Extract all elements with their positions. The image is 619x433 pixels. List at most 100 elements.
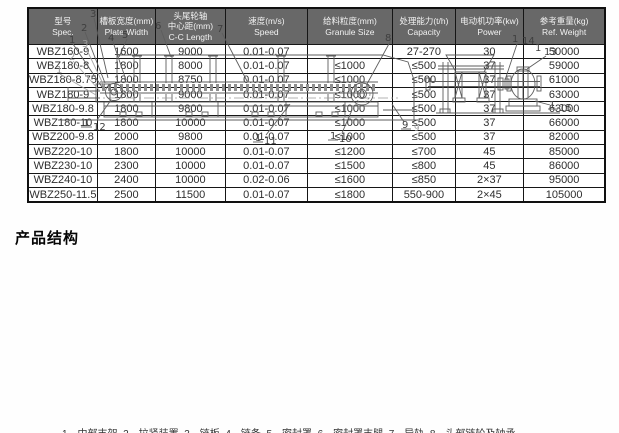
- table-row: WBZ220-10 1800 10000 0.01-0.07 ≤1200 ≤700 45 85…: [27, 144, 606, 160]
- callout-9: 9: [402, 120, 408, 131]
- table-header-row: 型号 Spec. 槽板宽度(mm) Plate Width 头尾轮轴 中心距(mm) C-C…: [27, 7, 606, 45]
- callout-15: 15: [559, 103, 572, 114]
- table-cell: ≤800: [391, 158, 456, 174]
- table-cell: ≤1200: [306, 144, 393, 160]
- callout-3: 3: [90, 9, 96, 20]
- table-cell: 10000: [154, 172, 226, 188]
- callout-2: 2: [81, 23, 87, 34]
- table-cell: 0.02-0.06: [224, 172, 308, 188]
- callout-11-ref: 1: [255, 133, 261, 144]
- drive-frame: [508, 98, 538, 107]
- table-cell: 2300: [96, 158, 156, 174]
- table-row: WBZ200-9.8 2000 9800 0.01-0.07 ≤1000 ≤500 37 82…: [27, 129, 606, 146]
- table-cell: ≤1000: [306, 129, 393, 146]
- column-header: 参考重量(kg) Ref. Weight: [522, 7, 606, 45]
- table-cell: 2×37: [454, 172, 524, 188]
- table-cell: 85000: [522, 144, 606, 160]
- parts-caption-line1: 1、中部支架 2、拉紧装置 3、链板 4、链条 5、密封罩 6、密封罩支腿 7、…: [62, 428, 607, 433]
- table-cell: 37: [454, 129, 524, 146]
- callout-3-ghost: 3: [82, 39, 88, 50]
- callout-7: 7: [217, 24, 223, 35]
- table-cell: 11500: [154, 186, 226, 203]
- table-row: WBZ230-10 2300 10000 0.01-0.07 ≤1500 ≤800 45 86…: [27, 158, 606, 174]
- table-cell: ≤1600: [306, 172, 393, 188]
- callout-6: 6: [155, 21, 161, 32]
- callout-14: 14: [522, 36, 535, 47]
- table-cell: WBZ180-9.8: [27, 101, 98, 117]
- product-structure-diagram: 3 2 1 3 2 1 4 5 6 7 8 1 12 1 11 1 10 9 9…: [56, 9, 572, 147]
- table-cell: 86000: [522, 158, 606, 174]
- table-cell: ≤500: [391, 72, 456, 88]
- table-cell: WBZ180-10: [27, 115, 98, 131]
- table-cell: 2400: [96, 172, 156, 188]
- table-cell: 2500: [96, 186, 156, 203]
- callout-8: 8: [385, 33, 391, 44]
- table-row: WBZ250-11.5 2500 11500 0.01-0.07 ≤1800 550-90…: [27, 186, 606, 203]
- column-header: 电动机功率(kw) Power: [454, 7, 524, 45]
- bottom-frame: [103, 101, 379, 118]
- table-cell: ≤500: [391, 129, 456, 146]
- table-row: WBZ240-10 2400 10000 0.02-0.06 ≤1600 ≤850 2×37…: [27, 172, 606, 188]
- leader-lines: [59, 17, 558, 143]
- cover-legs: [132, 55, 336, 102]
- callout-12: 12: [93, 122, 106, 133]
- column-header: 处理能力(t/h) Capacity: [391, 7, 456, 45]
- table-cell: ≤1500: [306, 158, 393, 174]
- table-cell: WBZ240-10: [27, 172, 98, 188]
- table-cell: 10000: [154, 144, 226, 160]
- callout-11: 11: [264, 136, 277, 147]
- callout-13: 13: [544, 47, 557, 58]
- callout-12-ref: 1: [83, 118, 89, 129]
- callout-13-ref: 1: [535, 43, 541, 54]
- callout-5: 5: [122, 30, 128, 41]
- parts-caption: 1、中部支架 2、拉紧装置 3、链板 4、链条 5、密封罩 6、密封罩支腿 7、…: [62, 400, 607, 433]
- table-cell: ≤700: [391, 144, 456, 160]
- callout-2-ghost: 2: [69, 52, 75, 63]
- table-cell: ≤850: [391, 172, 456, 188]
- table-cell: 2×45: [454, 186, 524, 203]
- callout-14-ref: 1: [512, 34, 518, 45]
- table-cell: 95000: [522, 172, 606, 188]
- hopper: [445, 54, 495, 73]
- table-cell: 550-900: [391, 186, 456, 203]
- table-cell: WBZ180-8: [27, 58, 98, 74]
- table-cell: 66000: [522, 115, 606, 131]
- table-cell: 82000: [522, 129, 606, 146]
- callout-15-ref: 1: [549, 100, 555, 111]
- callout-10: 10: [339, 134, 352, 145]
- table-cell: 0.01-0.07: [224, 186, 308, 203]
- column-header: 槽板宽度(mm) Plate Width: [96, 7, 156, 45]
- column-header: 给料粒度(mm) Granule Size: [306, 7, 393, 45]
- table-cell: 37: [454, 115, 524, 131]
- column-header: 速度(m/s) Speed: [224, 7, 308, 45]
- callout-1-ghost: 1: [56, 65, 62, 76]
- column-header: 型号 Spec.: [27, 7, 98, 45]
- table-cell: 0.01-0.07: [224, 144, 308, 160]
- tail-sprocket: [105, 83, 123, 101]
- table-cell: 1800: [96, 144, 156, 160]
- table-cell: WBZ250-11.5: [27, 186, 98, 203]
- table-cell: 63000: [522, 86, 606, 103]
- callout-10-ref: 1: [330, 131, 336, 142]
- table-cell: 0.01-0.07: [224, 158, 308, 174]
- table-cell: 27-270: [391, 43, 456, 60]
- table-cell: ≤1800: [306, 186, 393, 203]
- table-cell: WBZ220-10: [27, 144, 98, 160]
- table-cell: WBZ230-10: [27, 158, 98, 174]
- section-title: 产品结构: [15, 230, 80, 247]
- outlet-chute: [383, 80, 415, 120]
- callout-4: 4: [108, 33, 114, 44]
- table-row: WBZ180-8.75 1800 8750 0.01-0.07 ≤1000 ≤500 37 6…: [27, 72, 606, 88]
- table-cell: 9800: [154, 129, 226, 146]
- table-cell: 10000: [154, 158, 226, 174]
- coupling: [497, 77, 504, 91]
- spec-table: 型号 Spec. 槽板宽度(mm) Plate Width 头尾轮轴 中心距(mm) C-C…: [27, 7, 607, 204]
- table-cell: 0.01-0.07: [224, 129, 308, 146]
- table-body: WBZ160-9 1600 9000 0.01-0.07 27-270 30 50000 WB…: [27, 43, 606, 203]
- table-cell: WBZ200-9.8: [27, 129, 98, 146]
- callout-9-ghost: 9: [414, 124, 419, 134]
- table-cell: 105000: [522, 186, 606, 203]
- column-header: 头尾轮轴 中心距(mm) C-C Length: [154, 7, 226, 45]
- table-cell: 45: [454, 158, 524, 174]
- table-cell: ≤500: [391, 86, 456, 103]
